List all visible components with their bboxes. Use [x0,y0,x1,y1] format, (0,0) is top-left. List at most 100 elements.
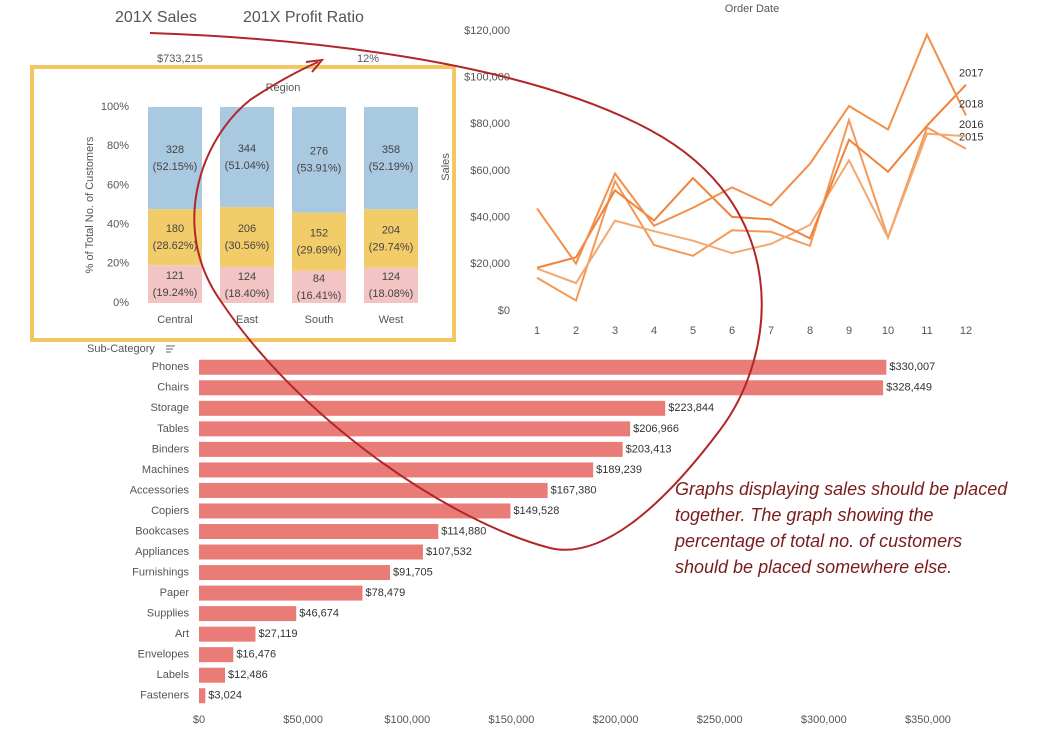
y-tick-label: $60,000 [470,165,510,177]
bar [199,400,666,416]
count-label: 358 [382,144,400,156]
y-tick-label: Copiers [151,505,189,517]
count-label: 124 [382,271,400,283]
bar [199,482,548,498]
bar [199,441,623,457]
value-label: (18.08%) [369,288,414,300]
y-tick-label: $20,000 [470,258,510,270]
bar [199,462,594,478]
y-tick-label: Paper [160,587,190,599]
y-tick-label: 60% [107,179,129,191]
y-tick-label: Accessories [130,484,190,496]
count-label: 276 [310,146,328,158]
x-tick-label: 7 [768,325,774,337]
x-tick-label: 10 [882,325,894,337]
value-label: $16,476 [236,649,276,661]
y-tick-label: Art [175,628,189,640]
count-label: 84 [313,273,325,285]
bar [199,688,206,704]
x-tick-label: South [305,314,334,326]
hand-drawn-loop [149,32,763,551]
value-label: $330,007 [889,361,935,373]
line [536,132,967,285]
value-label: $328,449 [886,382,932,394]
series-label: 2016 [959,119,983,131]
x-tick-label: 4 [651,325,657,337]
series-label: 2018 [959,98,983,110]
y-tick-label: 0% [113,297,129,309]
y-tick-label: Envelopes [138,649,190,661]
value-label: $3,024 [208,690,242,702]
y-tick-label: Bookcases [135,525,189,537]
y-tick-label: Binders [152,443,190,455]
value-label: $203,413 [626,443,672,455]
x-tick-label: 6 [729,325,735,337]
charts: 0%20%40%60%80%100%Central121(19.24%)180(… [101,25,984,726]
value-label: (28.62%) [153,240,198,252]
x-tick-label: $100,000 [384,714,430,726]
bar-segment [220,107,274,208]
y-tick-label: Supplies [147,608,190,620]
x-tick-label: $150,000 [488,714,534,726]
sort-icon [166,345,175,353]
value-label: (53.91%) [297,163,342,175]
y-tick-label: $0 [498,305,510,317]
bar-segment [220,266,274,303]
y-tick-label: Phones [152,361,190,373]
value-label: $223,844 [668,402,714,414]
y-tick-label: Storage [150,402,189,414]
count-label: 344 [238,143,256,155]
bar [199,626,256,642]
bar [199,421,631,437]
value-label: (52.15%) [153,161,198,173]
y-tick-label: 100% [101,101,129,113]
x-tick-label: 9 [846,325,852,337]
x-tick-label: $300,000 [801,714,847,726]
value-label: (51.04%) [225,160,270,172]
line [536,32,967,266]
bar-segment [148,209,202,266]
value-label: $46,674 [299,608,339,620]
value-label: $91,705 [393,566,433,578]
bar-segment [364,267,418,303]
value-label: $206,966 [633,423,679,435]
kpi-label: 201X Profit Ratio [243,9,364,26]
count-label: 206 [238,223,256,235]
bar-segment [148,106,202,210]
annotation: Graphs displaying sales should be placed [675,479,1008,499]
value-label: (52.19%) [369,161,414,173]
y-tick-label: Tables [157,423,189,435]
count-label: 204 [382,224,400,236]
y-tick-label: $40,000 [470,212,510,224]
annotation: percentage of total no. of customers [674,531,962,551]
y-tick-label: 20% [107,258,129,270]
bar-segment [292,270,346,303]
bar [199,667,226,683]
bar [199,565,391,581]
series-label: 2015 [959,132,983,144]
y-tick-label: Furnishings [132,566,189,578]
value-label: $78,479 [365,587,405,599]
x-tick-label: $350,000 [905,714,951,726]
axis-title: Sub-Category [87,343,155,355]
y-tick-label: Appliances [135,546,189,558]
x-tick-label: 2 [573,325,579,337]
bar-segment [364,209,418,268]
count-label: 124 [238,271,256,283]
bar [199,585,363,601]
annotation: should be placed somewhere else. [675,557,952,577]
x-tick-label: West [379,314,404,326]
x-tick-label: East [236,314,258,326]
y-tick-label: Machines [142,464,190,476]
x-tick-label: 3 [612,325,618,337]
x-tick-label: 12 [960,325,972,337]
x-tick-label: 8 [807,325,813,337]
axis-title: Sales [440,153,452,181]
value-label: (29.69%) [297,245,342,257]
bar [199,606,297,622]
highlight-box [30,65,456,342]
value-label: (18.40%) [225,288,270,300]
bar [199,380,884,396]
value-label: $167,380 [551,484,597,496]
